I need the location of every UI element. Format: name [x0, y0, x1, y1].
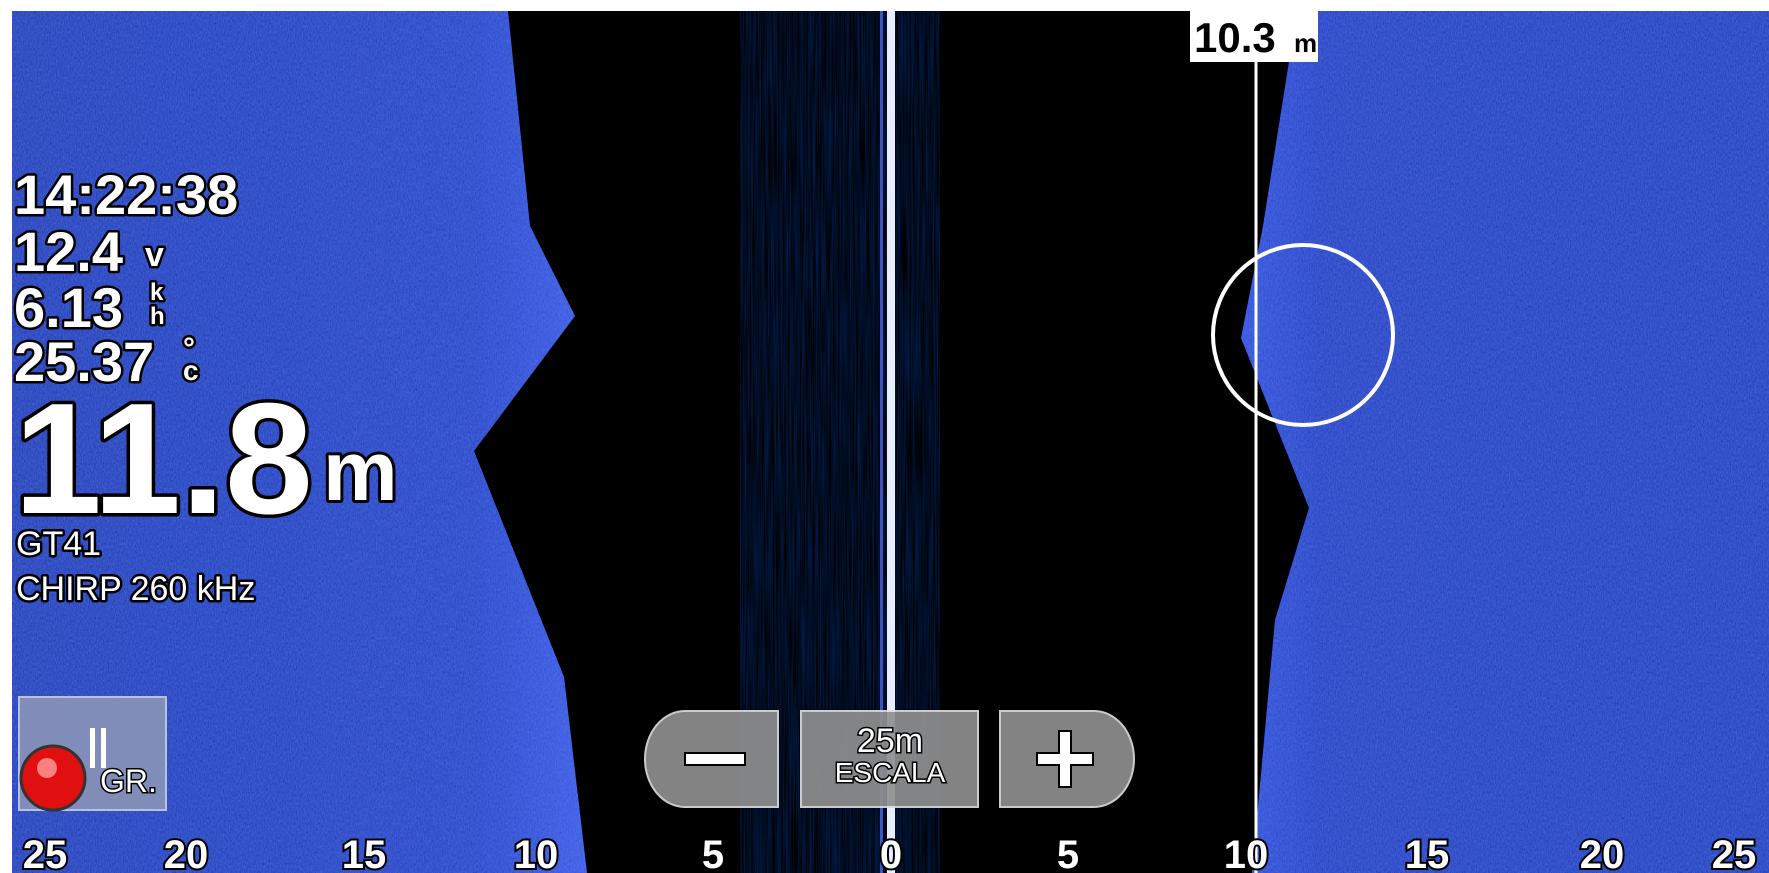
scale-label: 20: [1580, 833, 1625, 873]
voltage-unit: v: [145, 236, 164, 274]
scale-label: 10: [514, 833, 559, 873]
scale-label: 15: [342, 833, 387, 873]
record-indicator: [21, 746, 85, 810]
speed-unit-bottom: h: [150, 303, 165, 330]
scale-label: 15: [1405, 833, 1450, 873]
cursor-value: 10.3: [1194, 14, 1276, 61]
voltage-readout: 12.4: [14, 220, 123, 283]
scale-label: 0: [880, 833, 902, 873]
scale-label: 20: [164, 833, 209, 873]
minus-icon: [685, 753, 745, 765]
frequency-label: CHIRP 260 kHz: [16, 570, 255, 608]
zoom-out-button[interactable]: [645, 711, 778, 807]
depth-readout: 11.8: [14, 371, 313, 547]
record-bar: [101, 728, 106, 768]
scale-label: 10: [1224, 833, 1269, 873]
scale-label: 5: [1057, 833, 1079, 873]
scale-label: 25: [23, 833, 68, 873]
sonar-screen: 10.3 m 14:22:38 12.4 v 6.13 k h 25.37 ° …: [0, 0, 1769, 873]
range-label: ESCALA: [835, 757, 946, 788]
transducer-label: GT41: [16, 525, 101, 563]
record-bar: [90, 728, 95, 768]
zoom-in-button[interactable]: [1000, 711, 1134, 807]
plus-icon: [1038, 754, 1092, 764]
record-label: GR.: [100, 763, 157, 799]
speed-unit-top: k: [150, 279, 164, 306]
scale-label: 25: [1712, 833, 1757, 873]
depth-unit: m: [323, 424, 398, 518]
cursor-unit: m: [1294, 28, 1317, 58]
right-sonar-image: [1241, 11, 1769, 873]
range-button[interactable]: 25m ESCALA: [801, 711, 978, 807]
range-value: 25m: [857, 722, 923, 760]
record-highlight: [37, 758, 57, 778]
record-button[interactable]: GR.: [19, 697, 166, 810]
time-readout: 14:22:38: [14, 163, 238, 226]
scale-label: 5: [702, 833, 724, 873]
